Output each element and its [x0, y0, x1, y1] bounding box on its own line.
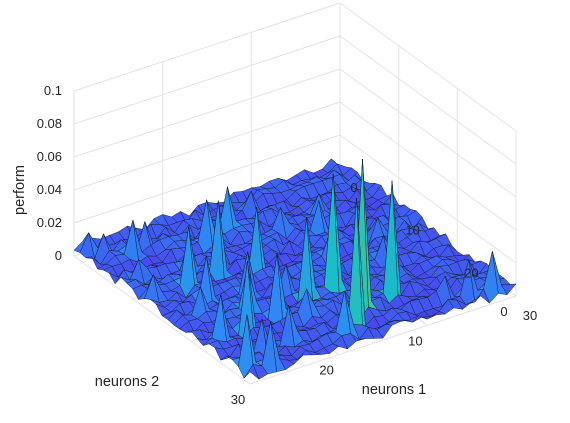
- grid-line-z-right: [339, 2, 517, 132]
- grid-line-floor-y: [73, 255, 251, 385]
- grid-line-z-right: [339, 101, 517, 231]
- y-axis-label: neurons 2: [95, 374, 160, 390]
- z-tick-label: 0.04: [37, 182, 62, 197]
- z-tick-label: 0.1: [44, 83, 62, 98]
- y-tick-label: 0: [500, 304, 507, 319]
- y-tick-label: 10: [408, 333, 422, 348]
- grid-line-z-right: [339, 35, 517, 165]
- grid-line-z-left: [73, 101, 341, 191]
- x-tick-label: 30: [523, 308, 537, 323]
- y-tick-label: 20: [319, 363, 333, 378]
- surface-cell: [243, 364, 260, 380]
- z-tick-label: 0.08: [37, 116, 62, 131]
- grid-line-z-left: [73, 2, 341, 92]
- grid-line-z-right: [339, 68, 517, 198]
- grid-line-floor-x: [249, 295, 517, 385]
- x-axis-label: neurons 1: [362, 382, 427, 398]
- grid-line-z-left: [73, 35, 341, 125]
- z-tick-label: 0: [55, 248, 62, 263]
- x-tick-label: 20: [464, 265, 478, 280]
- grid-line-z-left: [73, 134, 341, 224]
- x-tick-label: 10: [405, 223, 419, 238]
- z-axis-label: perform: [12, 165, 28, 215]
- x-tick-label: 0: [350, 180, 357, 195]
- grid-line-z-left: [73, 68, 341, 158]
- surface-layer: [73, 158, 517, 380]
- axes-layer: 0 0.02 0.04 0.06 0.08 0.1 0 10 20 30 0 10 20 30: [37, 83, 538, 407]
- y-tick-label: 30: [231, 392, 245, 407]
- z-tick-label: 0.06: [37, 149, 62, 164]
- grid-line-z-right: [339, 134, 517, 264]
- z-tick-label: 0.02: [37, 215, 62, 230]
